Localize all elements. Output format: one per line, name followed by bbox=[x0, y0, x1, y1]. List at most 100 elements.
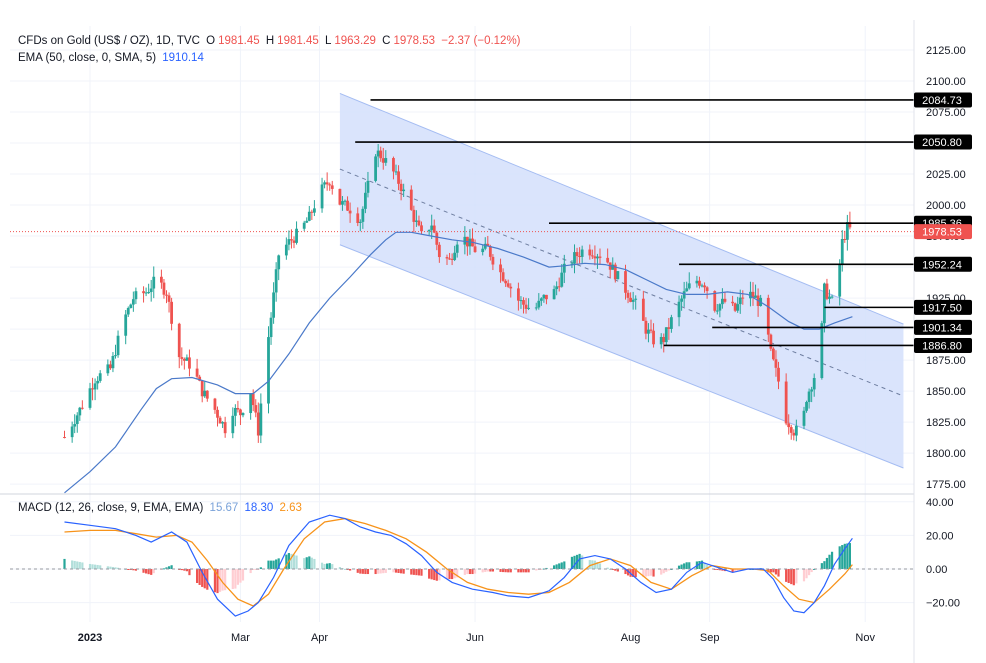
candle-body bbox=[555, 286, 559, 290]
candle-body bbox=[147, 292, 151, 294]
candle-body bbox=[152, 276, 156, 289]
histogram-bar bbox=[145, 569, 148, 574]
histogram-bar bbox=[73, 560, 76, 569]
histogram-bar bbox=[632, 569, 635, 577]
candle-body bbox=[269, 317, 273, 338]
histogram-bar bbox=[540, 569, 543, 570]
candle-body bbox=[142, 291, 145, 294]
macd-hist-value: 15.67 bbox=[209, 502, 239, 514]
candle-body bbox=[682, 291, 686, 299]
histogram-bar bbox=[364, 569, 367, 575]
candle-body bbox=[481, 248, 485, 253]
ohlc-high-label: H bbox=[265, 35, 275, 47]
histogram-bar bbox=[76, 561, 79, 569]
histogram-bar bbox=[772, 569, 775, 573]
level-label: 1901.34 bbox=[922, 322, 962, 334]
histogram-bar bbox=[509, 569, 512, 573]
ema-line bbox=[64, 231, 853, 494]
main-legend[interactable]: CFDs on Gold (US$ / OZ), 1D, TVC O 1981.4… bbox=[18, 35, 524, 47]
histogram-bar bbox=[114, 567, 117, 569]
candle-body bbox=[453, 252, 457, 260]
macd-axis[interactable]: 40.00 20.00 0.00 −20.00 bbox=[926, 497, 960, 610]
histogram-bar bbox=[649, 569, 653, 576]
candle-body bbox=[397, 171, 400, 184]
candle-body bbox=[524, 304, 528, 309]
candle-body bbox=[305, 220, 309, 223]
candle-body bbox=[274, 269, 278, 293]
level-label-box bbox=[914, 319, 972, 335]
histogram-bar bbox=[848, 543, 851, 569]
histogram-bar bbox=[716, 569, 719, 570]
candle-body bbox=[358, 221, 362, 223]
histogram-bar bbox=[206, 569, 209, 590]
candle-body bbox=[733, 303, 737, 311]
candle-body bbox=[430, 225, 434, 230]
candle-body bbox=[412, 209, 416, 222]
ema-legend[interactable]: EMA (50, close, 0, SMA, 5) 1910.14 bbox=[18, 52, 207, 64]
histogram-bar bbox=[527, 569, 530, 573]
candle-body bbox=[463, 236, 467, 245]
histogram-bar bbox=[468, 569, 472, 575]
histogram-bar bbox=[323, 563, 326, 569]
histogram-bar bbox=[71, 560, 74, 569]
candle-body bbox=[259, 403, 263, 436]
candle-body bbox=[578, 256, 581, 258]
candle-body bbox=[162, 282, 166, 295]
histogram-bar bbox=[463, 569, 466, 575]
candle-body bbox=[200, 380, 204, 397]
candle-body bbox=[825, 283, 829, 299]
candle-body bbox=[509, 286, 513, 289]
candle-body bbox=[381, 158, 385, 163]
candle-body bbox=[659, 336, 663, 345]
candle-body bbox=[552, 289, 556, 300]
candle-body bbox=[98, 373, 102, 381]
histogram-bar bbox=[236, 569, 239, 585]
candle-body bbox=[165, 294, 168, 296]
candle-body bbox=[705, 287, 709, 292]
candle-body bbox=[221, 422, 224, 424]
histogram-bar bbox=[593, 560, 596, 569]
histogram-bar bbox=[489, 569, 492, 572]
macd-legend[interactable]: MACD (12, 26, close, 9, EMA, EMA) 15.67 … bbox=[18, 502, 305, 514]
candle-body bbox=[631, 299, 635, 302]
histogram-bar bbox=[785, 569, 788, 582]
candle-body bbox=[539, 298, 543, 301]
candle-body bbox=[738, 297, 742, 305]
histogram-bar bbox=[428, 569, 431, 579]
candle-body bbox=[195, 368, 199, 377]
histogram-bar bbox=[152, 569, 155, 574]
last-price-label: 1978.53 bbox=[914, 224, 972, 240]
histogram-bar bbox=[683, 563, 686, 569]
candle-body bbox=[838, 263, 842, 297]
histogram-bar bbox=[795, 569, 798, 584]
histogram-bar bbox=[167, 566, 171, 569]
histogram-bar bbox=[846, 543, 849, 569]
histogram-bar bbox=[484, 569, 487, 572]
time-axis[interactable]: 2023 Mar Apr Jun Aug Sep Nov bbox=[78, 632, 876, 644]
candle-body bbox=[455, 244, 459, 253]
candle-body bbox=[810, 389, 814, 392]
histogram-bar bbox=[507, 569, 510, 573]
price-tick: 2000.00 bbox=[926, 200, 966, 212]
level-label-box bbox=[914, 256, 972, 272]
histogram-bar bbox=[588, 560, 591, 569]
candle-body bbox=[198, 376, 202, 381]
candle-body bbox=[180, 357, 184, 359]
histogram-bar bbox=[170, 565, 173, 569]
histogram-bar bbox=[328, 563, 331, 569]
candle-body bbox=[713, 291, 717, 311]
candle-body bbox=[392, 158, 395, 172]
candle-body bbox=[840, 238, 844, 264]
candle-body bbox=[106, 364, 110, 374]
histogram-bar bbox=[272, 560, 275, 569]
histogram-bar bbox=[823, 561, 826, 569]
histogram-bar bbox=[430, 569, 433, 580]
histogram-bar bbox=[808, 569, 811, 576]
candle-body bbox=[182, 358, 186, 361]
price-tick: 2025.00 bbox=[926, 169, 966, 181]
histogram-bar bbox=[183, 569, 186, 571]
candle-body bbox=[545, 294, 548, 300]
candle-body bbox=[73, 424, 77, 427]
candle-body bbox=[70, 426, 74, 438]
